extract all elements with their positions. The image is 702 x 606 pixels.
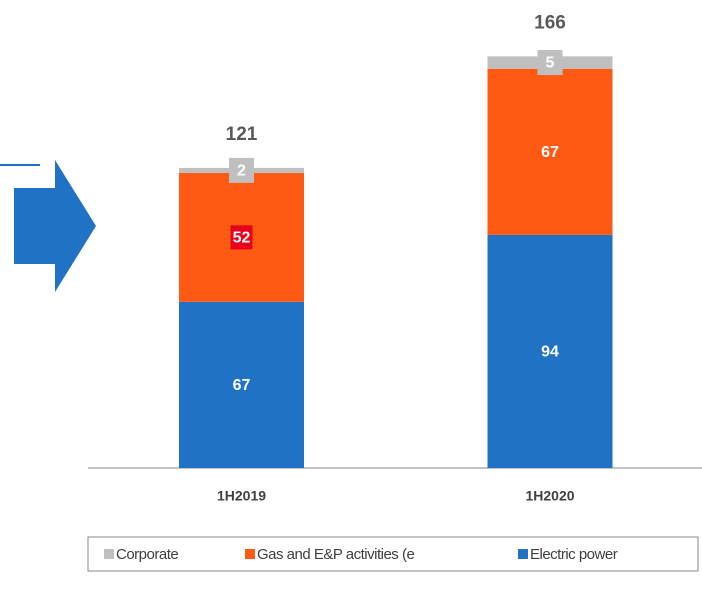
value-label: 2 [237,163,246,180]
value-label: 5 [546,55,555,72]
legend-label: Corporate [116,546,178,563]
legend-swatch [245,549,255,559]
value-label: 67 [233,377,251,394]
arrow [14,160,96,292]
legend-swatch [518,549,528,559]
label-highlight [230,225,253,250]
x-tick-label: 1H2019 [217,488,266,504]
total-label: 121 [226,124,258,145]
bar-segment [487,234,613,468]
total-label: 166 [534,12,566,33]
bar-segment [487,68,613,235]
value-label: 52 [233,230,251,247]
value-label: 94 [541,344,559,361]
legend-label: Gas and E&P activities (e [257,546,414,563]
legend-label: Electric power [530,546,618,563]
legend-box [87,536,699,572]
bar-segment [179,301,304,468]
label-box [537,50,563,76]
value-label: 67 [541,144,559,161]
x-tick-label: 1H2020 [525,488,574,504]
label-box [229,157,254,183]
legend-swatch [104,549,114,559]
